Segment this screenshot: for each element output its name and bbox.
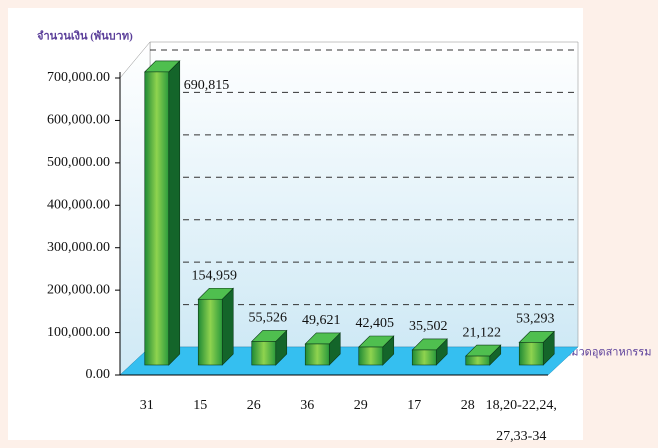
y-tick-label: 200,000.00 [47,282,110,297]
bar [411,349,437,366]
bar-side [221,287,234,366]
bar [144,71,170,366]
bar [251,341,277,366]
value-label: 55,526 [249,311,288,326]
y-tick-label: 600,000.00 [47,113,110,128]
y-tick-label: 0.00 [86,367,111,382]
y-tick-label: 100,000.00 [47,325,110,340]
y-tick-label: 700,000.00 [47,70,110,85]
x-axis-title: หมวดอุตสาหกรรม [564,347,651,359]
x-tick-label: 26 [246,398,261,413]
value-label: 154,959 [192,268,238,283]
x-tick-label: 28 [460,398,475,413]
x-tick-label: 18,20-22,24, 27,33-34 [485,398,557,444]
x-tick-label: 36 [300,398,315,413]
bar [358,346,384,366]
bar [465,355,491,366]
floor [119,346,579,376]
value-label: 690,815 [184,78,230,93]
x-tick-label: 29 [353,398,368,413]
y-tick-label: 400,000.00 [47,198,110,213]
y-axis-title: จำนวนเงิน (พันบาท) [37,30,133,43]
x-tick-label: 15 [193,398,208,413]
x-tick-label: 31 [139,398,154,413]
bar-side [168,60,181,366]
bar [304,343,330,366]
value-label: 35,502 [409,319,448,334]
bar [197,298,223,366]
x-tick-label: 17 [407,398,422,413]
value-label: 21,122 [463,325,502,340]
y-tick-label: 300,000.00 [47,240,110,255]
value-label: 53,293 [516,312,555,327]
value-label: 49,621 [302,313,341,328]
y-tick-label: 500,000.00 [47,155,110,170]
bar [518,342,544,366]
value-label: 42,405 [356,316,395,331]
